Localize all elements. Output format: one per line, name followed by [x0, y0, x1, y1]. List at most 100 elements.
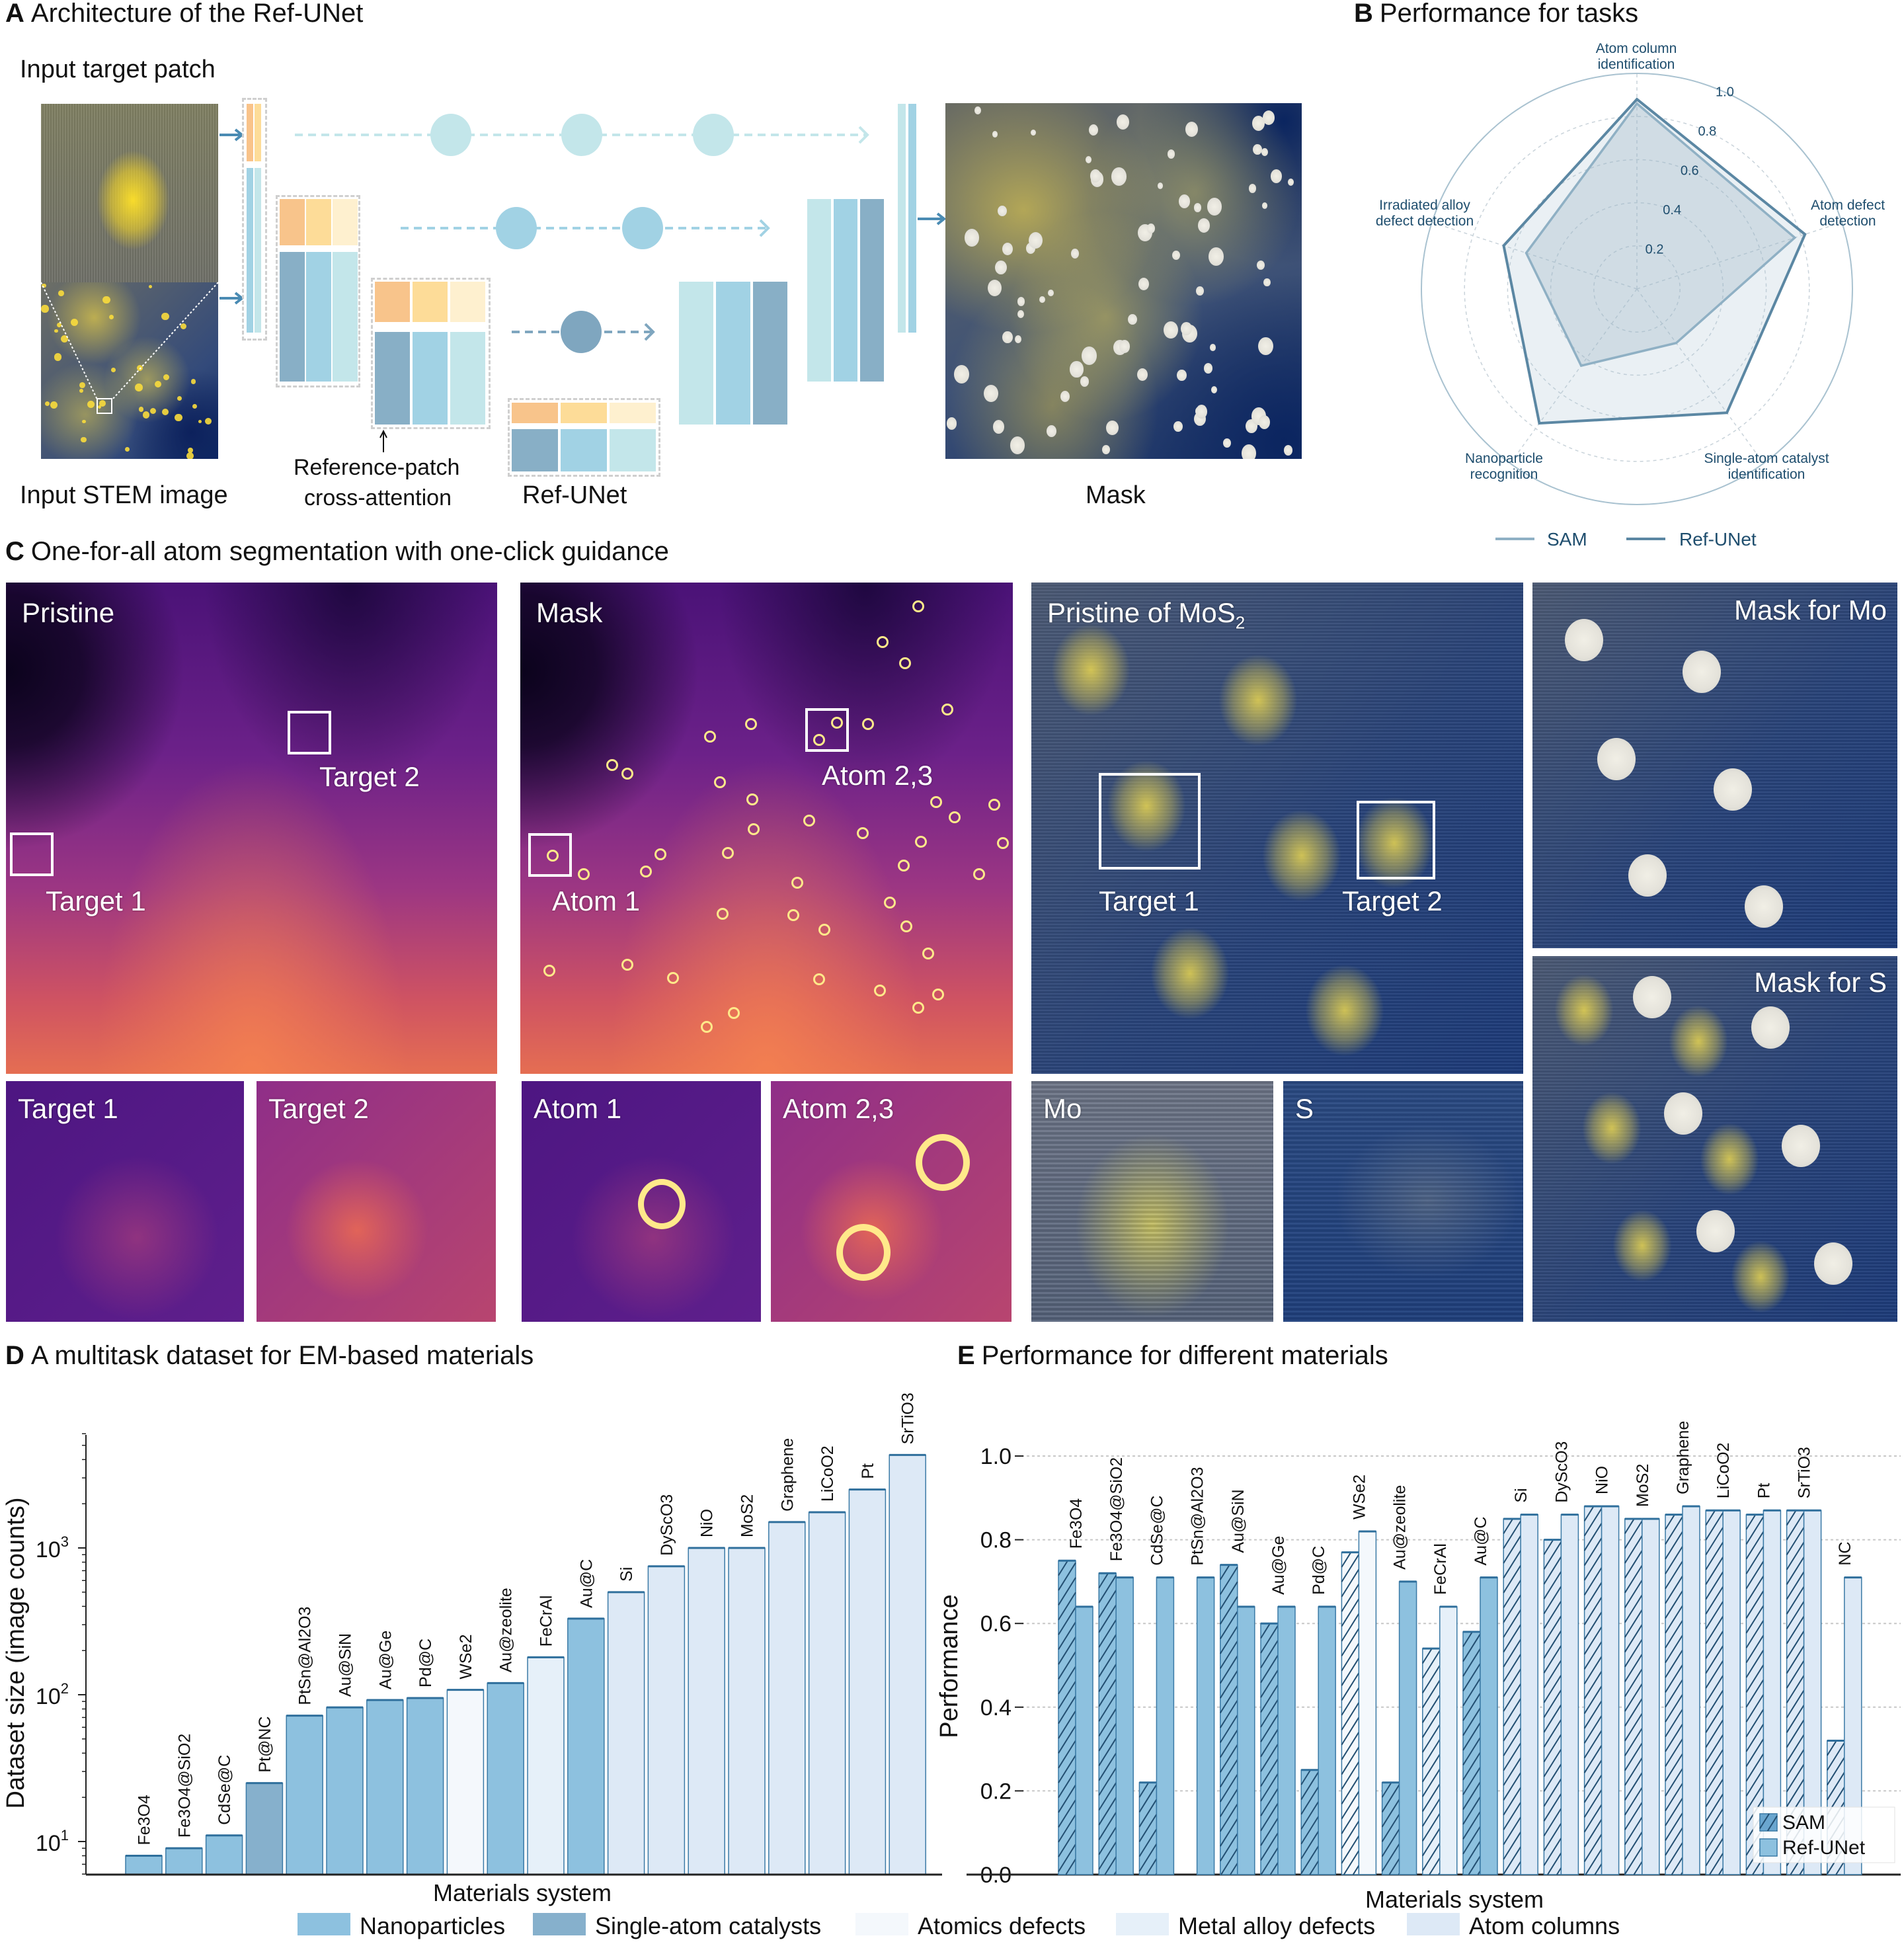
- atom-ring: [988, 798, 1000, 811]
- hatch-line: [1665, 1768, 1683, 1797]
- particle-mask-dot: [964, 229, 980, 247]
- bar-MoS2: [728, 1547, 766, 1875]
- sam-bar-FeCrAl: [1422, 1648, 1441, 1875]
- bar-label: Pd@C: [1310, 1546, 1328, 1595]
- hatch-line: [1503, 1846, 1522, 1875]
- radar-axis-label-line: Atom defect: [1811, 198, 1885, 213]
- hatch-line: [1260, 1803, 1279, 1832]
- hatch-line: [1503, 1713, 1522, 1742]
- hatch-line: [1665, 1723, 1683, 1752]
- hatch-line: [1219, 1818, 1238, 1847]
- hatch-line: [1260, 1625, 1279, 1654]
- atom-ring: [948, 811, 961, 823]
- hatch-line: [1624, 1772, 1643, 1801]
- y-tick-label: 102: [36, 1680, 69, 1709]
- panel-e-title: E Performance for different materials: [957, 1341, 1388, 1370]
- hatch-line: [1462, 1678, 1481, 1707]
- hatch-line: [1745, 1738, 1765, 1767]
- mos2-target-1-box[interactable]: [1099, 773, 1201, 870]
- hatch-line: [1665, 1694, 1683, 1723]
- particle-mask-dot: [1210, 344, 1216, 351]
- particle-mask-dot: [1210, 385, 1218, 393]
- hatch-line: [1300, 1771, 1320, 1801]
- bar-label: MoS2: [738, 1494, 757, 1537]
- hatch-line: [1260, 1847, 1279, 1875]
- particle-mask-dot: [1261, 147, 1268, 156]
- mo-atom-blob: [1554, 974, 1614, 1047]
- hatch-line: [1543, 1615, 1562, 1644]
- hatch-line: [1786, 1527, 1805, 1556]
- particle-dot: [56, 322, 62, 328]
- hatch-line: [1058, 1725, 1076, 1754]
- particle-dot: [58, 290, 64, 296]
- radar-axis-label-line: Irradiated alloy: [1379, 198, 1470, 213]
- particle-mask-dot: [1106, 420, 1119, 436]
- hatch-line: [1786, 1645, 1805, 1674]
- hatch-line: [1665, 1635, 1683, 1664]
- hatch-line: [1219, 1699, 1238, 1728]
- particle-mask-dot: [1241, 444, 1257, 459]
- hatch-line: [1058, 1784, 1076, 1813]
- decoder-strip: [807, 199, 831, 382]
- mo-atom-blob: [1218, 654, 1298, 747]
- atom-1-box[interactable]: [528, 833, 572, 877]
- hatch-line: [1058, 1769, 1076, 1799]
- bar-FeCrAl: [527, 1656, 565, 1875]
- mo-atom-blob: [1612, 1209, 1673, 1283]
- hatch-line: [1745, 1635, 1765, 1664]
- hatch-line: [1421, 1665, 1441, 1693]
- refunet-bar-Fe3O4: [1075, 1606, 1093, 1875]
- hatch-line: [1300, 1769, 1312, 1785]
- mo-mask-disk: [1628, 854, 1667, 897]
- atom-1-ring: [638, 1179, 686, 1229]
- mos2-target-2-box[interactable]: [1357, 801, 1435, 879]
- hatch-line: [1098, 1574, 1117, 1603]
- hatch-line: [1705, 1645, 1724, 1674]
- particle-dot: [50, 401, 58, 409]
- target-1-box[interactable]: [10, 832, 54, 876]
- hatch-line: [1705, 1779, 1724, 1807]
- hatch-line: [1786, 1601, 1805, 1630]
- hatch-line: [1098, 1708, 1117, 1737]
- radar-axis-label-line: detection: [1819, 214, 1876, 229]
- hatch-line: [1718, 1867, 1724, 1875]
- hatch-line: [1705, 1838, 1724, 1867]
- architecture-diagram: [40, 114, 947, 452]
- bar-Au@SiN: [326, 1707, 364, 1875]
- hatch-line: [1462, 1693, 1481, 1721]
- hatch-line: [1543, 1838, 1562, 1866]
- hatch-line: [1503, 1550, 1522, 1579]
- zoom-guide-line: [40, 282, 98, 400]
- radar-tick-label: 0.8: [1698, 124, 1716, 139]
- hatch-line: [1219, 1655, 1238, 1684]
- hatch-line: [1665, 1546, 1683, 1574]
- hatch-line: [1543, 1764, 1562, 1792]
- particle-mask-dot: [1196, 405, 1208, 419]
- hatch-line: [1745, 1783, 1765, 1812]
- hatch-line: [1138, 1814, 1158, 1842]
- hatch-line: [1503, 1654, 1522, 1682]
- mo-mask-disk: [1714, 768, 1753, 811]
- hatch-line: [1583, 1671, 1603, 1699]
- particle-mask-dot: [1080, 376, 1089, 387]
- atom-ring: [621, 958, 633, 971]
- atom-ring: [861, 718, 874, 730]
- bar-DyScO3: [647, 1565, 686, 1875]
- feature-strip: [333, 252, 358, 382]
- particle-dot: [54, 353, 62, 362]
- hatch-line: [1421, 1783, 1441, 1812]
- particle-mask-dot: [1259, 415, 1271, 429]
- atom-2-3-box[interactable]: [805, 708, 849, 752]
- hatch-line: [1583, 1582, 1603, 1611]
- bar-label: FeCrAl: [1431, 1543, 1450, 1595]
- particle-mask-dot: [987, 279, 1002, 296]
- atom-ring: [915, 836, 928, 848]
- atom-2-3-label: Atom 2,3: [822, 760, 933, 791]
- hatch-line: [1503, 1698, 1522, 1727]
- hatch-line: [1624, 1654, 1643, 1682]
- particle-mask-dot: [1177, 369, 1187, 382]
- target-2-box[interactable]: [288, 711, 331, 754]
- legend-swatch-nanoparticles: [298, 1913, 350, 1935]
- particle-dot: [99, 399, 106, 407]
